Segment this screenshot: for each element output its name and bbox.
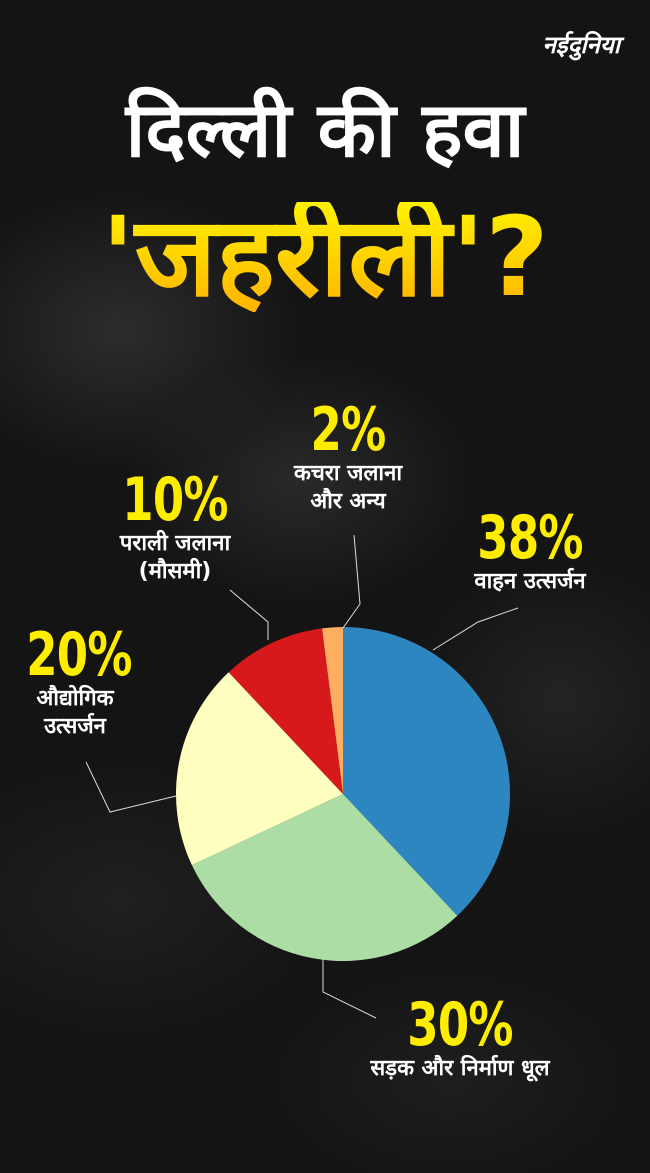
slice-label-waste-2: और अन्य — [310, 488, 386, 514]
label-group-vehicle: 38% वाहन उत्सर्जन — [430, 508, 630, 596]
slice-label-stubble-2: (मौसमी) — [138, 558, 212, 584]
title-line-2: 'जहरीली'? — [0, 202, 650, 312]
slice-label-industrial-2: उत्सर्जन — [44, 713, 106, 739]
label-group-waste: 2% कचरा जलाना और अन्य — [263, 400, 433, 515]
pct-label-industrial: 20% — [26, 620, 132, 690]
leader-line-industrial — [85, 761, 177, 813]
pct-label-vehicle: 38% — [477, 503, 583, 573]
pie-slice-stubble — [228, 628, 343, 794]
pie-slice-dust — [191, 794, 458, 961]
label-group-industrial: 20% औद्योगिक उत्सर्जन — [10, 625, 140, 740]
leader-line-dust — [322, 958, 377, 1019]
pct-label-stubble: 10% — [122, 465, 228, 535]
leader-line-stubble — [229, 589, 269, 640]
pct-label-dust: 30% — [407, 990, 513, 1060]
pie-slice-vehicle — [343, 627, 510, 916]
slice-label-waste-1: कचरा जलाना — [293, 461, 403, 486]
pie-slice-waste — [322, 627, 343, 794]
label-group-stubble: 10% पराली जलाना (मौसमी) — [85, 470, 265, 585]
title-line-1: दिल्ली की हवा — [125, 85, 525, 174]
slice-label-industrial-1: औद्योगिक — [36, 686, 114, 711]
pct-label-waste: 2% — [310, 395, 387, 465]
slice-label-dust: सड़क और निर्माण धूल — [370, 1056, 550, 1081]
leader-line-vehicle — [432, 607, 519, 651]
slice-label-stubble-1: पराली जलाना — [119, 531, 231, 556]
pie-slice-industrial — [175, 672, 343, 866]
brand-logo: नईदुनिया — [542, 31, 620, 59]
leader-line-waste — [342, 534, 361, 629]
slice-label-vehicle: वाहन उत्सर्जन — [474, 569, 586, 594]
label-group-dust: 30% सड़क और निर्माण धूल — [330, 995, 590, 1083]
